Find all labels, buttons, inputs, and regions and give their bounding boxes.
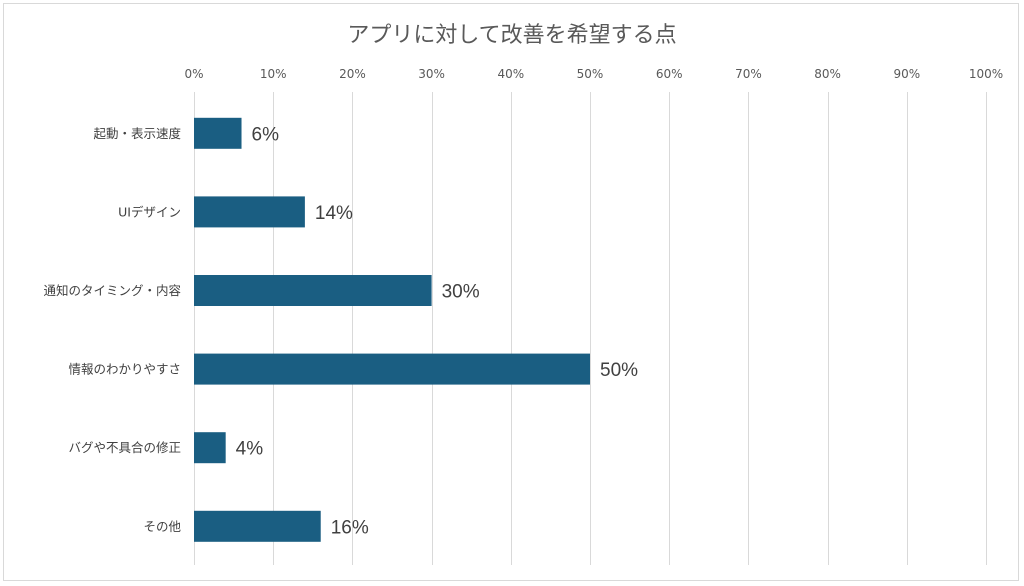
data-labels: 6% 14% 30% 50% 4% 16% [236, 124, 638, 538]
x-tick-label: 0% [184, 67, 203, 81]
data-label: 50% [600, 360, 638, 381]
x-tick-label: 40% [497, 67, 524, 81]
x-tick-label: 30% [418, 67, 445, 81]
data-label: 14% [315, 203, 353, 224]
x-tick-label: 60% [656, 67, 683, 81]
data-label: 4% [236, 439, 264, 460]
category-label: UIデザイン [118, 204, 181, 219]
bar [194, 510, 321, 542]
data-label: 30% [442, 282, 480, 303]
chart-title: アプリに対して改善を希望する点 [347, 23, 676, 48]
bar [194, 275, 432, 306]
category-label: 情報のわかりやすさ [68, 362, 181, 377]
x-tick-label: 90% [893, 67, 920, 81]
bar [194, 432, 226, 464]
grid-lines [194, 92, 987, 565]
category-label: その他 [143, 519, 181, 534]
category-label: 通知のタイミング・内容 [43, 283, 181, 298]
x-tick-label: 100% [969, 67, 1003, 81]
x-tick-label: 20% [339, 67, 366, 81]
data-label: 6% [252, 124, 280, 145]
x-tick-label: 80% [814, 67, 841, 81]
data-label: 16% [331, 517, 369, 538]
category-labels: 起動・表示速度 UIデザイン通知のタイミング・内容情報のわかりやすさバグや不具合の… [43, 126, 181, 534]
bars [194, 117, 590, 542]
x-tick-label: 50% [577, 67, 604, 81]
x-tick-label: 10% [260, 67, 287, 81]
category-label: 起動・表示速度 [93, 126, 181, 141]
category-label: バグや不具合の修正 [68, 440, 181, 455]
bar [194, 353, 590, 385]
bar [194, 196, 305, 228]
x-tick-label: 70% [735, 67, 762, 81]
bar [194, 117, 242, 149]
x-axis-tick-labels: 0% 10% 20% 30% 40% 50% 60% 70% 80% 90% 100% [184, 67, 1003, 81]
